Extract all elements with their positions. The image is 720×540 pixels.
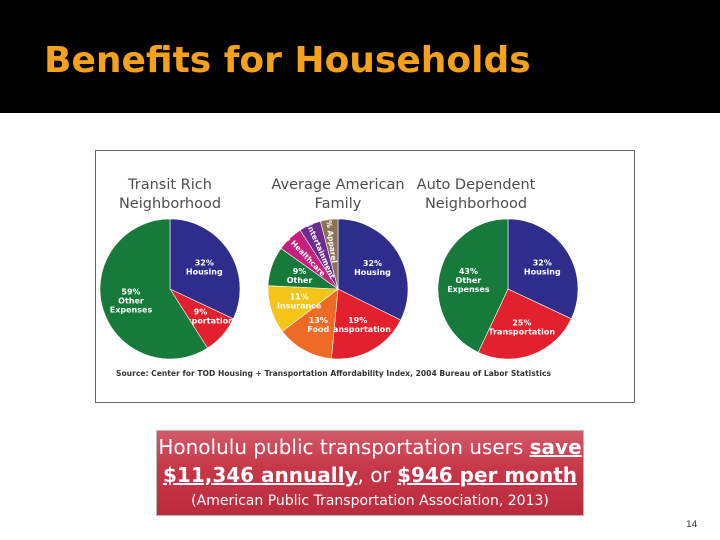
pie-slice-housing xyxy=(507,218,579,320)
callout-monthly-savings: $946 per month xyxy=(397,463,577,487)
callout-line-1-prefix: Honolulu public transportation users xyxy=(158,435,530,459)
page-number: 14 xyxy=(686,520,698,530)
pie-slice-apparel xyxy=(320,218,339,290)
chart-title-auto-dependent-neighborhood: Auto Dependent Neighborhood xyxy=(417,177,536,212)
slice-label-food: 13% Food xyxy=(307,316,329,334)
slice-label-transportation: 19% Transportation xyxy=(324,316,391,334)
title-bar: Benefits for Households xyxy=(0,0,720,113)
callout-line-2: $11,346 annually, or $946 per month xyxy=(157,462,583,488)
savings-callout: Honolulu public transportation users sav… xyxy=(156,430,584,516)
pie-slice-other-expenses xyxy=(437,218,509,353)
callout-line-1: Honolulu public transportation users sav… xyxy=(157,434,583,460)
callout-line-2-mid: , or xyxy=(357,463,398,487)
pie-slice-transportation xyxy=(477,288,572,360)
slice-label-housing: 32% Housing xyxy=(524,259,561,277)
page-title: Benefits for Households xyxy=(44,40,531,81)
slice-label-insurance: 11% Insurance xyxy=(277,293,322,311)
chart-source: Source: Center for TOD Housing + Transpo… xyxy=(116,369,552,378)
slice-label-housing: 32% Housing xyxy=(186,259,223,277)
callout-citation: (American Public Transportation Associat… xyxy=(191,493,549,509)
slice-label-transportation: 25% Transportation xyxy=(489,319,556,337)
pie-charts-figure: Transit Rich Neighborhood 32% Housing 9% Tran… xyxy=(95,150,635,403)
slice-label-other-expenses: 59% Other Expenses xyxy=(110,287,153,314)
pie-slice-housing xyxy=(169,218,241,320)
chart-title-transit-rich-neighborhood: Transit Rich Neighborhood xyxy=(119,177,221,212)
pie-slice-transportation xyxy=(331,288,402,360)
pie-chart-auto-dependent-neighborhood: Auto Dependent Neighborhood 32% Housing 25% T… xyxy=(417,177,579,360)
slice-label-transportation: 9% Transportation xyxy=(167,307,234,325)
callout-save-emphasis: save xyxy=(529,435,582,459)
slice-label-other: 9% Other xyxy=(287,267,313,285)
pie-slice-food xyxy=(281,288,339,360)
pie-slice-other-expenses xyxy=(99,218,208,360)
pie-chart-average-american-family: Average American Family 32% Housing 19% Trans… xyxy=(267,177,409,360)
chart-title-average-american-family: Average American Family xyxy=(271,177,404,212)
slice-label-other-expenses: 43% Other Expenses xyxy=(447,267,490,294)
pie-chart-transit-rich-neighborhood: Transit Rich Neighborhood 32% Housing 9% Tran… xyxy=(99,177,241,360)
slice-label-housing: 32% Housing xyxy=(354,259,391,277)
pie-slice-housing xyxy=(337,218,409,321)
pie-charts-svg: Transit Rich Neighborhood 32% Housing 9% Tran… xyxy=(99,177,579,378)
callout-annual-savings: $11,346 annually xyxy=(163,463,358,487)
